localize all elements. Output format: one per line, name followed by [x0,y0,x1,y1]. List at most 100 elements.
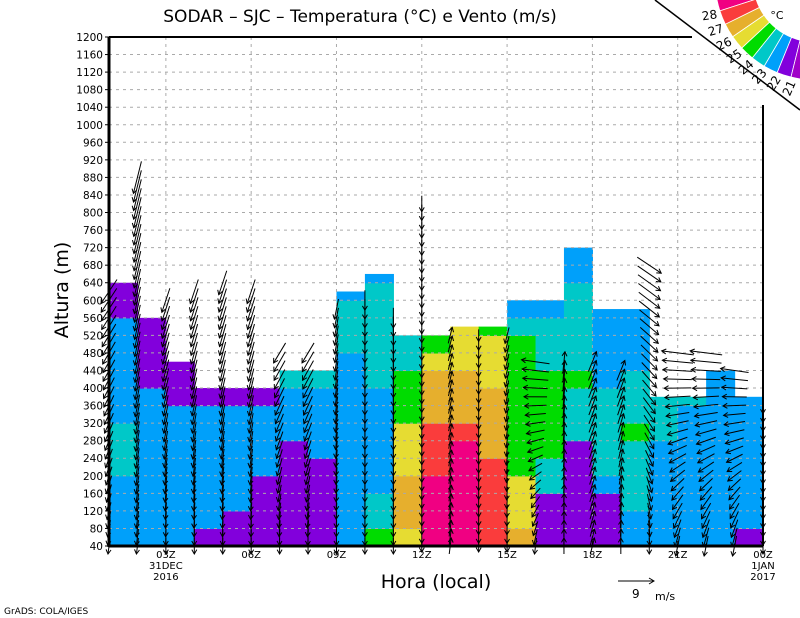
wind-arrow-head [664,403,671,410]
wind-vector [247,466,254,486]
wind-shaft [163,430,169,451]
temperature-cell [677,405,707,424]
wind-arrow-head [333,470,340,477]
wind-arrow-head [217,315,224,322]
wind-arrow-head [133,506,140,513]
wind-arrow-head [475,336,482,343]
wind-arrow-head [217,306,224,313]
wind-shaft [531,504,540,518]
wind-arrow-head [189,393,196,400]
wind-shaft [643,414,655,432]
wind-vector [503,362,510,380]
temperature-cell [478,352,508,372]
wind-shaft [448,397,453,414]
wind-arrow-head [132,291,139,298]
wind-arrow-head [102,376,108,383]
wind-arrow-head [418,294,425,300]
wind-shaft [220,413,226,434]
temperature-cell [137,423,167,442]
wind-arrow-head [161,402,168,409]
wind-vector [161,404,169,426]
wind-shaft [335,458,338,476]
temperature-cell [279,370,309,389]
legend-unit-label: °C [770,9,784,22]
wind-arrow-head [191,506,197,512]
wind-vector [132,322,141,349]
temperature-cell [336,423,366,442]
wind-shaft [505,371,510,387]
wind-shaft [638,283,661,300]
wind-arrow-head [305,549,311,556]
wind-shaft [134,322,141,349]
wind-arrow-head [160,341,167,348]
wind-arrow-head [100,298,106,305]
wind-arrow-head [390,366,397,373]
wind-vector [642,397,656,415]
wind-vector [133,457,140,478]
wind-arrow-head [103,419,109,426]
wind-vector [161,421,169,443]
wind-vector [667,436,688,446]
wind-shaft [448,476,453,493]
wind-vector [131,161,142,195]
wind-vector [561,430,568,450]
wind-vector [666,428,689,437]
temperature-cell [592,388,622,407]
temperature-cell [620,405,650,424]
wind-arrow-head [161,445,168,452]
wind-vector [588,395,598,416]
temperature-cell [478,458,508,477]
wind-shaft [448,388,453,405]
temperature-cell [279,458,309,477]
wind-arrow-head [561,350,568,357]
wind-shaft [721,377,749,382]
wind-arrow-head [246,350,252,357]
temperature-cell [620,352,650,372]
temperature-cell [109,317,139,336]
temperature-cell [393,335,423,354]
wind-shaft [638,300,660,318]
wind-shaft [645,467,653,484]
wind-shaft [667,428,689,436]
wind-arrow-head [504,503,510,510]
x-tick-label: 03Z [156,550,176,561]
wind-vector [645,458,654,476]
wind-arrow-head [418,433,425,440]
wind-arrow-head [218,402,225,409]
y-tick-label: 920 [83,155,103,167]
wind-arrow-head [503,373,510,380]
wind-arrow-head [475,529,482,536]
wind-arrow-head [162,506,169,512]
wind-arrow-head [246,376,253,383]
wind-shaft [278,511,281,528]
wind-shaft [447,336,453,353]
wind-arrow-head [691,376,697,382]
wind-vector [333,467,340,486]
temperature-cell [450,440,480,459]
temperature-cell [336,317,366,336]
y-tick-label: 880 [83,172,103,184]
wind-arrow-head [591,430,597,437]
wind-arrow-head [475,380,482,387]
wind-vector [361,290,368,312]
wind-arrow-head [561,359,568,366]
wind-vector [247,413,254,435]
wind-arrow-head [503,468,510,475]
wind-arrow-head [729,513,735,520]
wind-vector [332,396,339,416]
wind-arrow-head [592,350,598,357]
wind-vector [668,453,687,464]
wind-arrow-head [245,298,252,305]
temperature-cell [478,423,508,442]
wind-shaft [219,386,226,408]
wind-arrow-head [275,488,282,495]
wind-shaft [447,379,453,397]
wind-vector [673,519,682,539]
wind-arrow-head [301,366,307,373]
wind-vector [526,446,544,454]
wind-shaft [247,350,255,373]
wind-vector [273,378,285,399]
wind-arrow-head [725,457,732,464]
wind-shaft [589,466,596,485]
wind-arrow-head [653,329,660,336]
